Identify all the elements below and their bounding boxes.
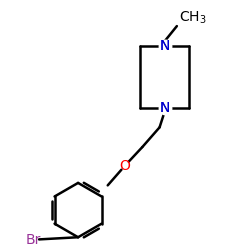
Text: N: N (159, 39, 170, 53)
Text: Br: Br (26, 233, 41, 247)
Text: O: O (120, 158, 130, 172)
Text: CH$_3$: CH$_3$ (179, 9, 207, 26)
Text: N: N (159, 100, 170, 114)
Text: N: N (159, 39, 170, 53)
Text: N: N (159, 100, 170, 114)
